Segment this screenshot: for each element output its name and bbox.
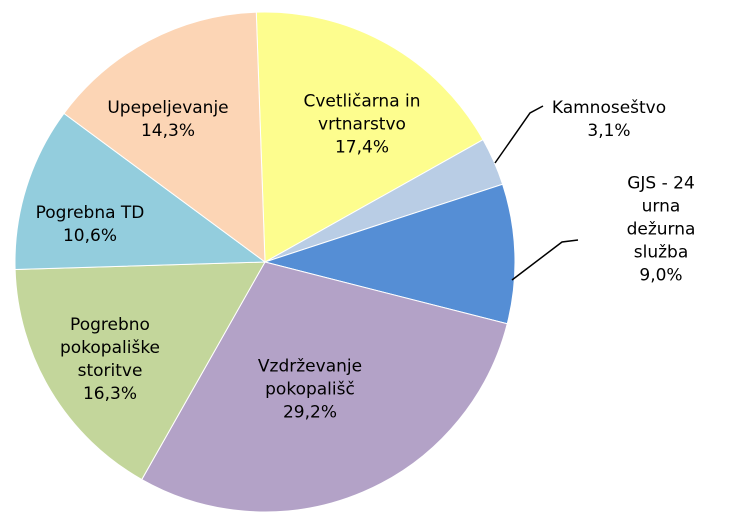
category-label: Upepeljevanje: [107, 98, 229, 118]
value-label: 14,3%: [140, 121, 196, 141]
slice: [255, 11, 484, 263]
value-label: 9,0%: [639, 265, 683, 286]
slice-label: Pogrebno pokopališke storitve 16,3%: [60, 314, 160, 406]
category-label: GJS - 24 urna dežurna služba: [626, 173, 696, 263]
slice: [14, 112, 267, 271]
value-label: 29,2%: [282, 402, 337, 423]
slice-label: Pogrebna TD 10,6%: [36, 202, 145, 248]
slice-label: Cvetličarna in vrtnarstvo 17,4%: [303, 91, 420, 160]
value-label: 17,4%: [334, 137, 389, 158]
leader-line: [494, 105, 544, 164]
slice-label: Vzdrževanje pokopališč 29,2%: [258, 356, 362, 425]
category-label: Kamnoseštvo: [551, 98, 667, 118]
slice: [63, 11, 266, 264]
slice-label: Upepeljevanje 14,3%: [107, 97, 228, 143]
slice: [14, 261, 266, 481]
category-label: Vzdrževanje pokopališč: [257, 356, 363, 400]
category-label: Pogrebno pokopališke storitve: [59, 315, 161, 381]
leader-line: [511, 239, 579, 281]
category-label: Pogrebna TD: [35, 203, 145, 223]
slice: [263, 183, 516, 325]
value-label: 16,3%: [82, 384, 138, 404]
value-label: 10,6%: [62, 226, 117, 246]
category-label: Cvetličarna in vrtnarstvo: [303, 91, 421, 135]
slice-label: GJS - 24 urna dežurna služba 9,0%: [618, 173, 704, 288]
value-label: 3,1%: [587, 121, 631, 141]
slice-label: Kamnoseštvo 3,1%: [552, 97, 666, 143]
slice: [141, 261, 508, 512]
